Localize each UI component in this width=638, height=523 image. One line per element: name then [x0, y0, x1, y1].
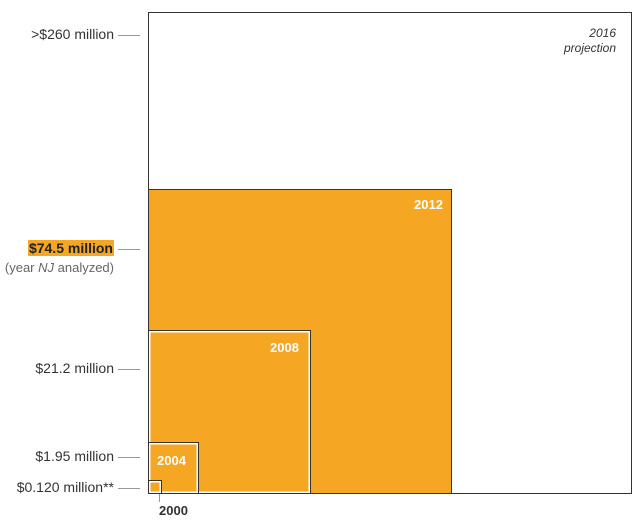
label-2016-projection: 2016 projection: [564, 26, 616, 56]
leader-line-2000: [118, 488, 140, 489]
value-label-2004: $1.95 million: [35, 448, 114, 464]
projection-note: projection: [563, 41, 616, 55]
leader-line-2004: [118, 457, 140, 458]
leader-line-2008: [118, 369, 140, 370]
value-label-2008: $21.2 million: [35, 360, 114, 376]
year-label-2012: 2012: [414, 197, 443, 212]
highlighted-value: $74.5 million: [27, 240, 114, 256]
year-label-2008: 2008: [270, 340, 299, 355]
leader-line-2012: [118, 249, 140, 250]
leader-line-2016: [118, 35, 140, 36]
year-label-2016: 2016: [589, 26, 616, 40]
year-label-2004: 2004: [157, 453, 186, 468]
year-analyzed-note: (year NJ analyzed): [4, 260, 114, 275]
year-label-2000: 2000: [159, 503, 188, 518]
value-label-2012: $74.5 million: [27, 240, 114, 256]
value-label-2000: $0.120 million**: [16, 479, 114, 495]
square-2000: [148, 480, 162, 494]
tick-2000: [159, 494, 160, 502]
value-label-2016: >$260 million: [31, 26, 114, 42]
